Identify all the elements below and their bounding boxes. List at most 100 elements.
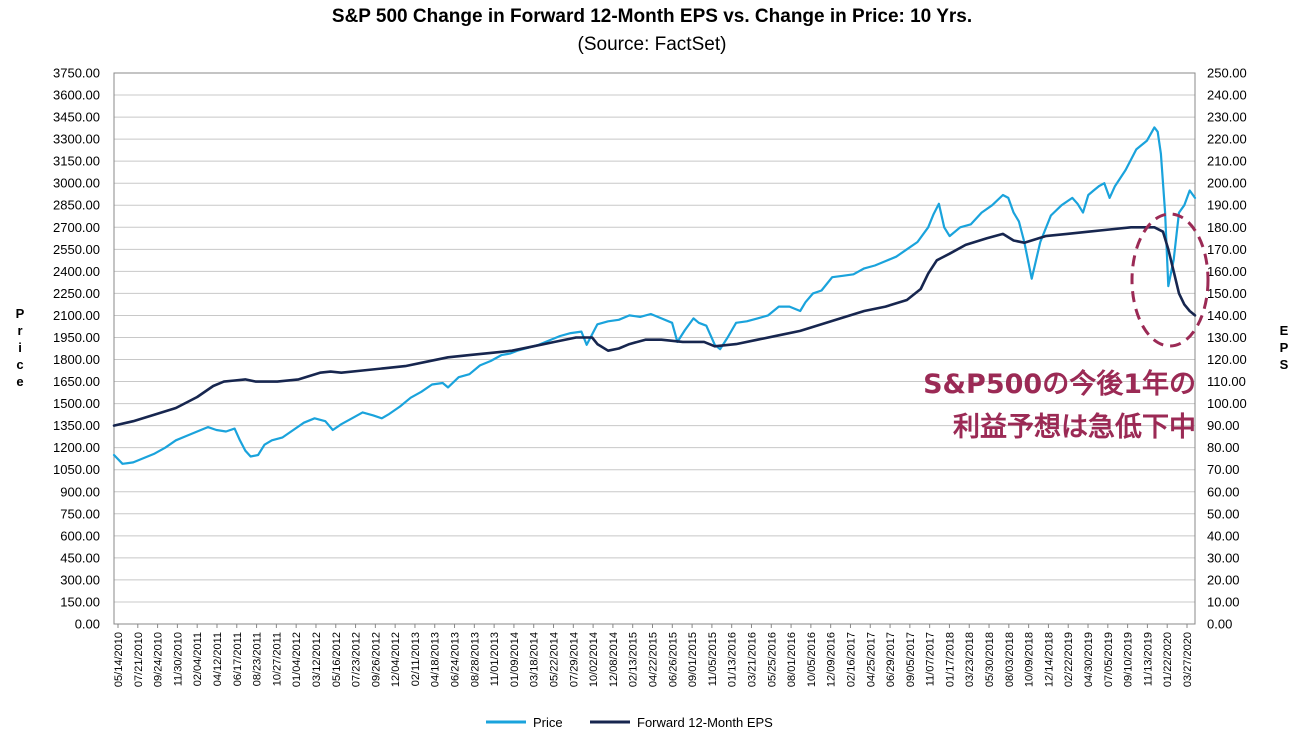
y-right-tick-label: 220.00 bbox=[1207, 132, 1247, 147]
y-left-label-char: r bbox=[17, 323, 22, 338]
x-tick-label: 04/22/2015 bbox=[648, 632, 660, 687]
y-left-tick-label: 3300.00 bbox=[53, 132, 100, 147]
x-tick-label: 09/26/2012 bbox=[370, 632, 382, 687]
x-tick-label: 04/12/2011 bbox=[212, 632, 224, 686]
y-right-tick-label: 10.00 bbox=[1207, 594, 1240, 609]
x-tick-label: 11/05/2015 bbox=[707, 632, 719, 686]
y-right-tick-label: 230.00 bbox=[1207, 110, 1247, 125]
legend: Price Forward 12-Month EPS bbox=[486, 715, 773, 730]
y-right-tick-label: 200.00 bbox=[1207, 176, 1247, 191]
y-left-label-char: e bbox=[16, 374, 23, 389]
annotation-line-2: 利益予想は急低下中 bbox=[953, 411, 1196, 443]
y-left-tick-label: 3600.00 bbox=[53, 88, 100, 103]
x-tick-label: 05/14/2010 bbox=[113, 632, 125, 687]
y-right-tick-label: 170.00 bbox=[1207, 242, 1247, 257]
x-axis: 05/14/2010 07/21/2010 09/24/2010 11/30/2010… bbox=[113, 624, 1194, 687]
x-tick-label: 04/25/2017 bbox=[865, 632, 877, 687]
y-left-label-char: P bbox=[16, 306, 25, 321]
y-left-tick-label: 1500.00 bbox=[53, 396, 100, 411]
y-left-tick-label: 150.00 bbox=[60, 594, 100, 609]
x-tick-label: 01/09/2014 bbox=[509, 632, 521, 687]
chart-title: S&P 500 Change in Forward 12-Month EPS v… bbox=[332, 6, 972, 27]
y-right-label-char: E bbox=[1280, 323, 1289, 338]
x-tick-label: 01/13/2016 bbox=[727, 632, 739, 687]
y-left-tick-label: 2700.00 bbox=[53, 220, 100, 235]
y-right-tick-label: 130.00 bbox=[1207, 330, 1247, 345]
y-right-tick-label: 50.00 bbox=[1207, 506, 1240, 521]
annotation-circle bbox=[1130, 212, 1210, 348]
y-right-tick-label: 20.00 bbox=[1207, 572, 1240, 587]
x-tick-label: 02/13/2015 bbox=[628, 632, 640, 687]
x-tick-label: 10/09/2018 bbox=[1024, 632, 1036, 687]
y-right-tick-label: 190.00 bbox=[1207, 198, 1247, 213]
y-right-tick-label: 250.00 bbox=[1207, 66, 1247, 81]
x-tick-label: 03/21/2016 bbox=[746, 632, 758, 687]
x-tick-label: 08/03/2018 bbox=[1004, 632, 1016, 687]
y-right-tick-label: 160.00 bbox=[1207, 264, 1247, 279]
x-tick-label: 11/13/2019 bbox=[1142, 632, 1154, 686]
y-left-tick-label: 3450.00 bbox=[53, 110, 100, 125]
y-right-tick-label: 240.00 bbox=[1207, 88, 1247, 103]
y-left-tick-label: 0.00 bbox=[75, 617, 100, 632]
x-tick-label: 04/18/2013 bbox=[430, 632, 442, 687]
y-right-tick-label: 180.00 bbox=[1207, 220, 1247, 235]
x-tick-label: 07/05/2019 bbox=[1103, 632, 1115, 687]
x-tick-label: 07/23/2012 bbox=[351, 632, 363, 687]
legend-price-label: Price bbox=[533, 715, 563, 730]
y-right-tick-label: 40.00 bbox=[1207, 528, 1240, 543]
y-right-tick-label: 60.00 bbox=[1207, 484, 1240, 499]
x-tick-label: 08/01/2016 bbox=[786, 632, 798, 687]
y-left-tick-label: 1950.00 bbox=[53, 330, 100, 345]
eps-line bbox=[112, 226, 1197, 427]
y-left-tick-label: 1650.00 bbox=[53, 374, 100, 389]
y-left-tick-label: 2400.00 bbox=[53, 264, 100, 279]
y-axis-right-label: EPS bbox=[1280, 323, 1289, 372]
x-tick-label: 06/17/2011 bbox=[232, 632, 244, 686]
y-right-tick-label: 0.00 bbox=[1207, 617, 1232, 632]
x-tick-label: 05/16/2012 bbox=[331, 632, 343, 687]
x-tick-label: 12/04/2012 bbox=[390, 632, 402, 687]
x-tick-label: 08/23/2011 bbox=[252, 632, 264, 686]
y-left-tick-label: 1350.00 bbox=[53, 418, 100, 433]
series-group bbox=[112, 126, 1197, 465]
price-line bbox=[112, 126, 1197, 465]
chart-subtitle: (Source: FactSet) bbox=[578, 34, 727, 55]
grid-lines bbox=[114, 72, 1195, 625]
x-tick-label: 07/21/2010 bbox=[133, 632, 145, 687]
y-right-tick-label: 80.00 bbox=[1207, 440, 1240, 455]
y-axis-left-label: Price bbox=[16, 306, 25, 389]
y-right-tick-label: 150.00 bbox=[1207, 286, 1247, 301]
y-left-tick-label: 1050.00 bbox=[53, 462, 100, 477]
x-tick-label: 09/05/2017 bbox=[905, 632, 917, 687]
x-tick-label: 02/04/2011 bbox=[192, 632, 204, 686]
y-right-tick-label: 30.00 bbox=[1207, 550, 1240, 565]
y-right-label-char: S bbox=[1280, 357, 1289, 372]
y-right-tick-label: 70.00 bbox=[1207, 462, 1240, 477]
x-tick-label: 05/22/2014 bbox=[549, 632, 561, 687]
x-tick-label: 12/08/2014 bbox=[608, 632, 620, 687]
y-left-tick-label: 300.00 bbox=[60, 572, 100, 587]
x-tick-label: 04/30/2019 bbox=[1083, 632, 1095, 687]
x-tick-label: 10/27/2011 bbox=[271, 632, 283, 686]
annotation-line-1: S&P500の今後1年の bbox=[923, 368, 1196, 400]
x-tick-label: 01/22/2020 bbox=[1162, 632, 1174, 687]
y-right-tick-label: 110.00 bbox=[1207, 374, 1246, 389]
x-tick-label: 09/10/2019 bbox=[1123, 632, 1135, 687]
y-left-label-char: c bbox=[16, 357, 23, 372]
y-left-tick-label: 1800.00 bbox=[53, 352, 100, 367]
y-left-tick-label: 450.00 bbox=[60, 550, 100, 565]
y-left-tick-label: 900.00 bbox=[60, 484, 100, 499]
x-tick-label: 10/02/2014 bbox=[588, 632, 600, 687]
legend-eps-label: Forward 12-Month EPS bbox=[637, 715, 773, 730]
x-tick-label: 01/17/2018 bbox=[944, 632, 956, 687]
x-tick-label: 02/22/2019 bbox=[1063, 632, 1075, 687]
y-left-tick-label: 3000.00 bbox=[53, 176, 100, 191]
y-left-label-char: i bbox=[18, 340, 22, 355]
y-right-tick-label: 90.00 bbox=[1207, 418, 1240, 433]
x-tick-label: 12/14/2018 bbox=[1043, 632, 1055, 687]
x-tick-label: 06/24/2013 bbox=[450, 632, 462, 687]
y-left-tick-label: 2100.00 bbox=[53, 308, 100, 323]
x-tick-label: 06/29/2017 bbox=[885, 632, 897, 687]
x-tick-label: 09/01/2015 bbox=[687, 632, 699, 687]
